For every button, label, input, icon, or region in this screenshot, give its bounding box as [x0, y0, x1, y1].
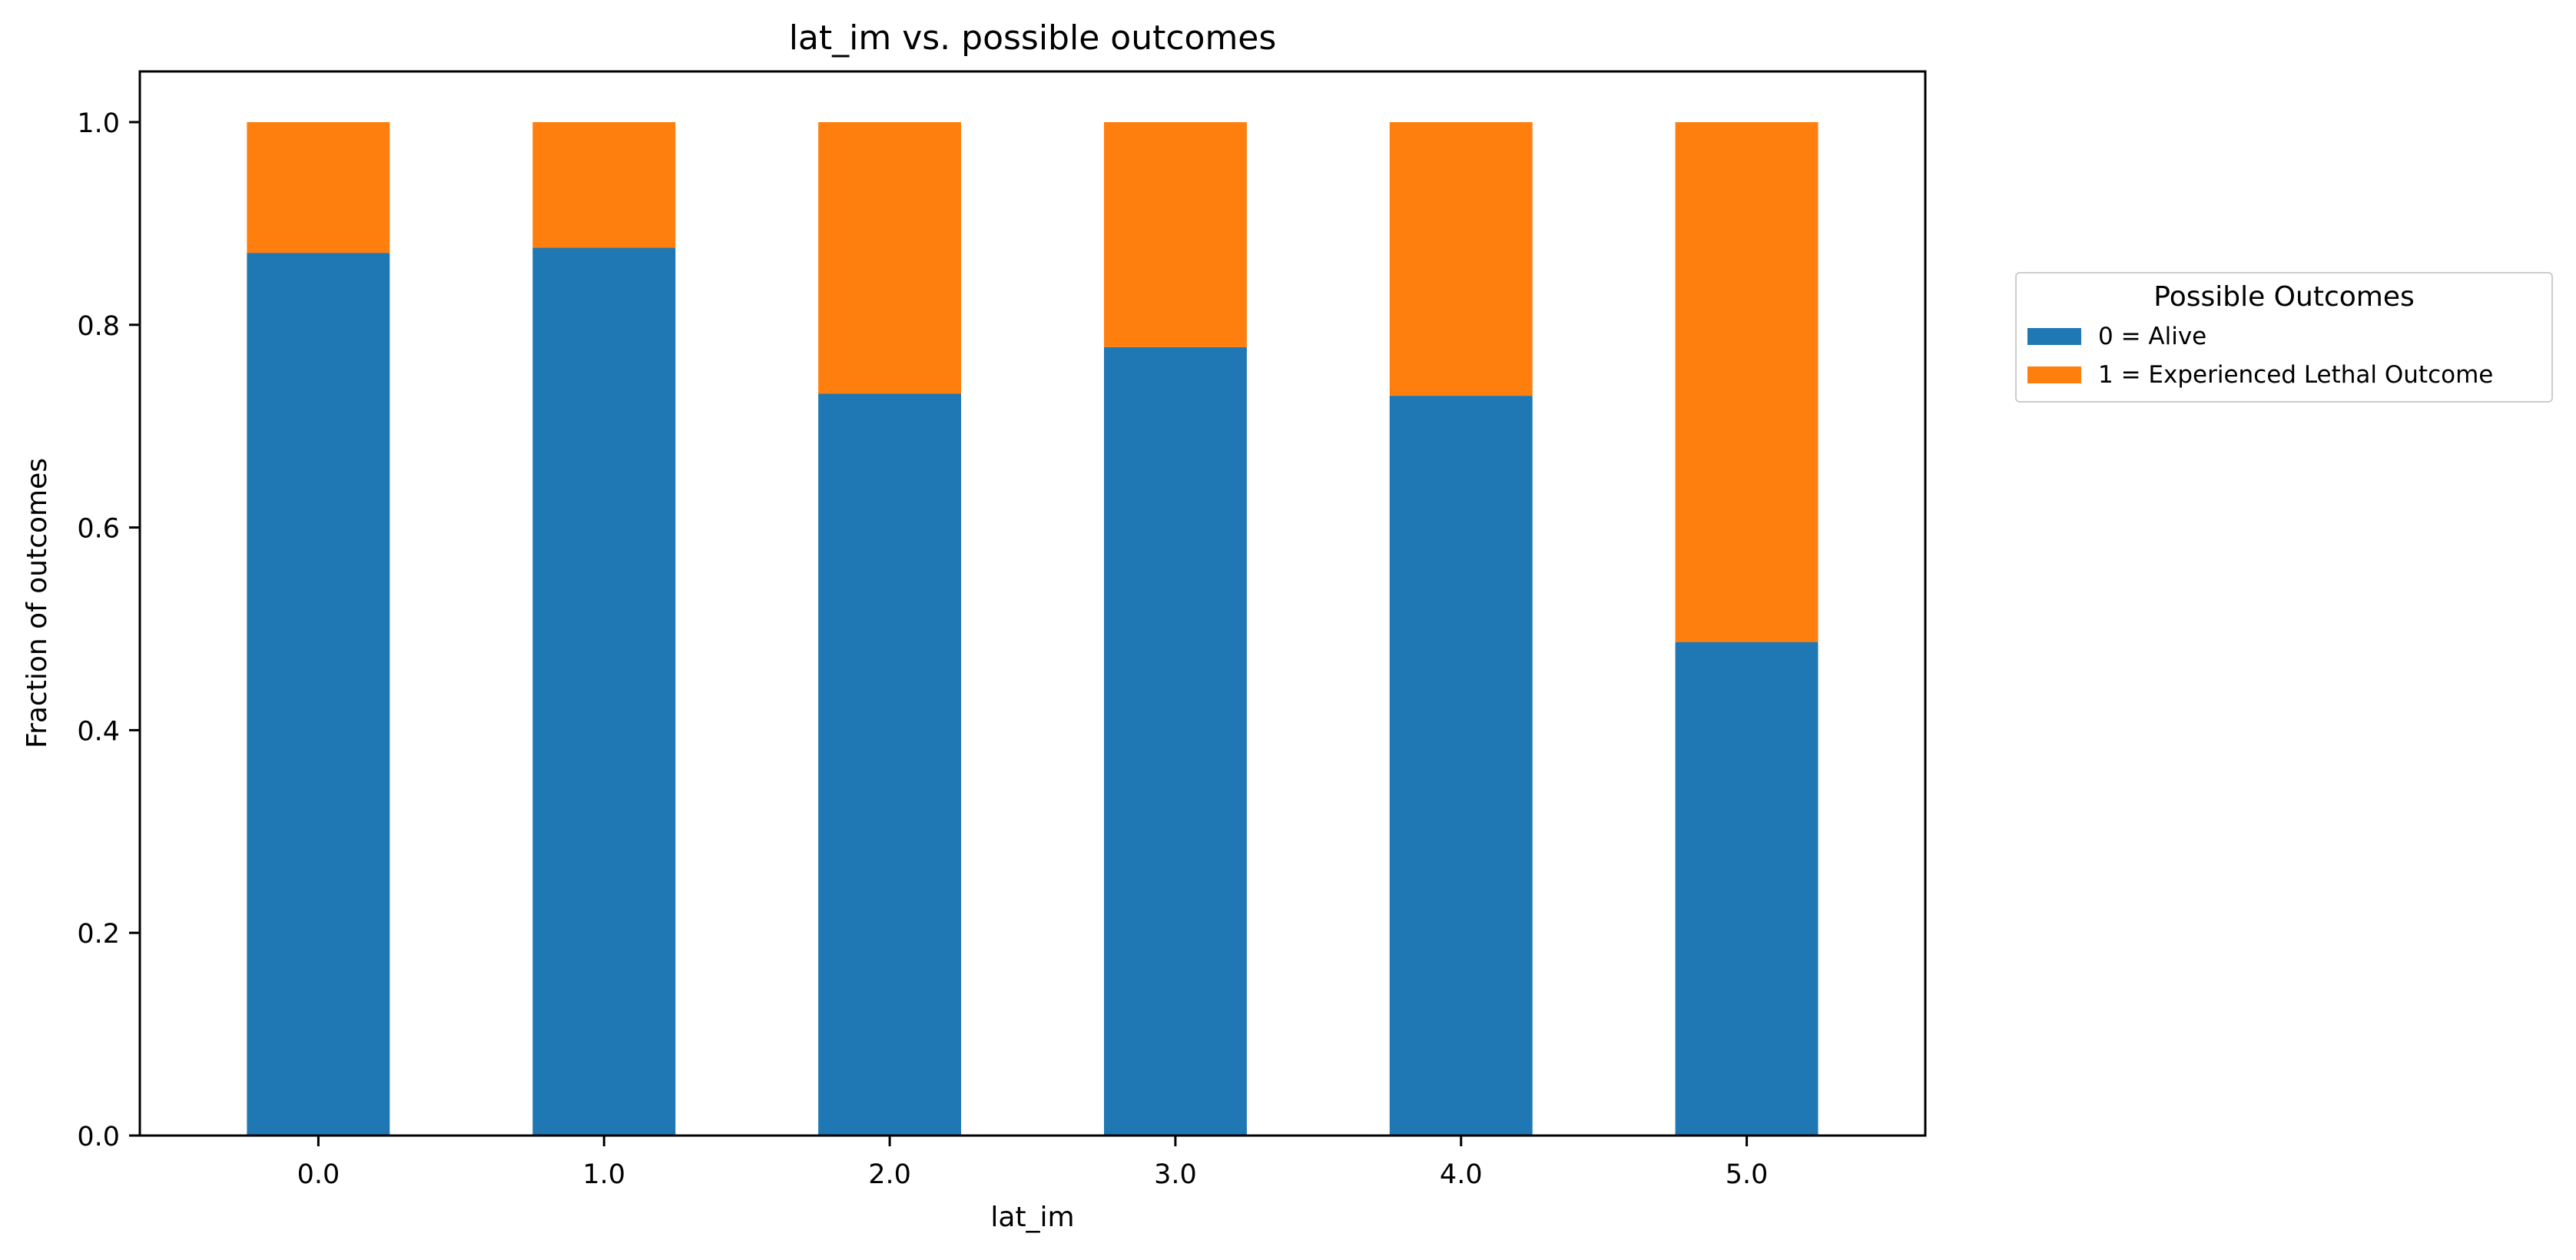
x-tick-label-0: 0.0 — [297, 1159, 340, 1190]
x-axis: 0.0 1.0 2.0 3.0 4.0 5.0 — [297, 1136, 1769, 1190]
bar-lethal-3 — [1104, 122, 1247, 347]
legend-swatch-lethal — [2027, 366, 2081, 383]
y-tick-label-5: 1.0 — [77, 108, 120, 139]
legend: Possible Outcomes 0 = Alive 1 = Experien… — [2015, 272, 2553, 403]
legend-label-lethal: 1 = Experienced Lethal Outcome — [2098, 361, 2494, 389]
legend-title: Possible Outcomes — [2153, 281, 2415, 313]
plot-frame — [138, 70, 1927, 1137]
y-tick-label-4: 0.8 — [77, 311, 120, 342]
bar-lethal-5 — [1675, 122, 1818, 642]
x-tick-label-3: 3.0 — [1154, 1159, 1197, 1190]
bar-alive-0 — [247, 253, 390, 1136]
bar-lethal-4 — [1389, 122, 1533, 396]
x-tick-label-5: 5.0 — [1726, 1159, 1769, 1190]
y-axis: 0.0 0.2 0.4 0.6 0.8 1.0 — [77, 108, 140, 1152]
legend-swatch-alive — [2027, 328, 2081, 345]
legend-item-alive: 0 = Alive — [2027, 321, 2206, 352]
x-axis-label: lat_im — [990, 1202, 1074, 1233]
y-axis-label: Fraction of outcomes — [22, 458, 53, 748]
bar-alive-3 — [1104, 346, 1247, 1136]
bar-alive-1 — [532, 247, 676, 1136]
x-tick-label-2: 2.0 — [868, 1159, 911, 1190]
bar-alive-4 — [1389, 396, 1533, 1136]
bar-lethal-1 — [532, 122, 676, 248]
bar-alive-5 — [1675, 642, 1818, 1136]
legend-item-lethal: 1 = Experienced Lethal Outcome — [2027, 360, 2493, 390]
y-tick-label-3: 0.6 — [77, 514, 120, 545]
bars-layer — [247, 122, 1818, 1136]
y-tick-label-2: 0.4 — [77, 716, 120, 747]
bar-lethal-2 — [818, 122, 961, 394]
legend-label-alive: 0 = Alive — [2098, 323, 2207, 350]
bar-alive-2 — [818, 393, 961, 1136]
x-tick-label-4: 4.0 — [1440, 1159, 1483, 1190]
y-tick-label-1: 0.2 — [77, 919, 120, 950]
y-tick-label-0: 0.0 — [77, 1122, 120, 1152]
bar-lethal-0 — [247, 122, 390, 254]
x-tick-label-1: 1.0 — [582, 1159, 625, 1190]
chart-title: lat_im vs. possible outcomes — [789, 18, 1277, 58]
